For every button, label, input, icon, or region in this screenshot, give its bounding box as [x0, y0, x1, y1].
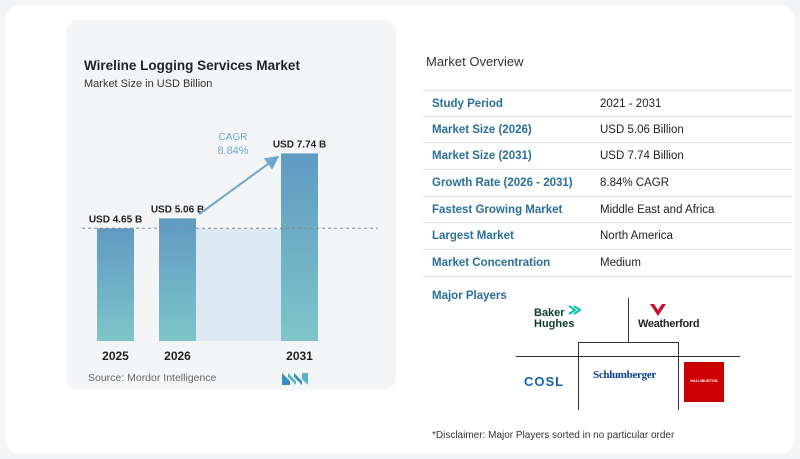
schlumberger-logo-text: Schlumberger — [593, 369, 657, 381]
bar-2031 — [281, 153, 318, 341]
overview-row: Market Size (2026) USD 5.06 Billion — [422, 117, 792, 144]
shaded-region — [196, 228, 281, 341]
mordor-intelligence-logo-icon — [282, 373, 308, 385]
page-container: USD 4.65 B USD 5.06 B USD 7.74 B 2025 2026 20… — [6, 6, 794, 453]
row-value: USD 5.06 Billion — [600, 123, 684, 136]
category-label-2026: 2026 — [164, 349, 191, 363]
row-value: Middle East and Africa — [600, 203, 715, 216]
weatherford-mark-icon — [650, 304, 666, 316]
row-label: Market Size (2026) — [432, 123, 532, 136]
overview-row: Study Period 2021 - 2031 — [422, 90, 792, 117]
baker-hughes-logo: Baker Hughes — [534, 308, 594, 330]
overview-table: Study Period 2021 - 2031 Market Size (20… — [422, 90, 792, 277]
row-value: USD 7.74 Billion — [600, 150, 684, 163]
bar-2026 — [159, 218, 196, 341]
overview-row: Growth Rate (2026 - 2031) 8.84% CAGR — [422, 170, 792, 197]
chart-card: USD 4.65 B USD 5.06 B USD 7.74 B 2025 2026 20… — [66, 20, 396, 390]
cagr-value: 8.84% — [217, 145, 248, 157]
row-label: Market Concentration — [432, 257, 551, 270]
grid-divider — [628, 298, 629, 342]
grid-divider — [578, 342, 579, 410]
cagr-label: CAGR — [219, 132, 248, 143]
source-text: Source: Mordor Intelligence — [88, 372, 217, 384]
cagr-arrow — [198, 155, 280, 216]
baker-hughes-text: Hughes — [534, 318, 575, 330]
overview-row: Fastest Growing Market Middle East and A… — [422, 197, 792, 224]
major-players-title: Major Players — [432, 290, 507, 302]
major-players-grid: Baker Hughes Weatherford COSL Schlumberg… — [516, 298, 740, 410]
baker-hughes-text: Baker — [534, 307, 565, 319]
grid-divider — [578, 342, 678, 343]
value-label-2031: USD 7.74 B — [273, 139, 326, 150]
halliburton-logo-text: HALLIBURTON — [690, 379, 718, 383]
row-label: Market Size (2031) — [432, 150, 532, 163]
halliburton-logo: HALLIBURTON — [684, 362, 724, 402]
overview-row: Largest Market North America — [422, 223, 792, 251]
grid-divider — [516, 356, 740, 357]
row-label: Fastest Growing Market — [432, 203, 563, 216]
cosl-logo-text: COSL — [524, 374, 565, 389]
value-label-2026: USD 5.06 B — [151, 204, 204, 215]
overview-row: Market Size (2031) USD 7.74 Billion — [422, 143, 792, 171]
weatherford-logo-text: Weatherford — [638, 318, 700, 330]
chart-title: Wireline Logging Services Market — [84, 58, 300, 73]
row-value: 8.84% CAGR — [600, 177, 670, 190]
bar-2025 — [97, 228, 134, 341]
category-label-2025: 2025 — [102, 349, 129, 363]
value-label-2025: USD 4.65 B — [89, 214, 142, 225]
row-value: North America — [600, 230, 673, 243]
row-value: Medium — [600, 257, 641, 270]
category-label-2031: 2031 — [286, 349, 313, 363]
row-label: Largest Market — [432, 230, 514, 243]
row-label: Growth Rate (2026 - 2031) — [432, 177, 573, 190]
overview-title: Market Overview — [426, 54, 524, 69]
grid-divider — [678, 342, 679, 410]
overview-row: Market Concentration Medium — [422, 250, 792, 277]
row-value: 2021 - 2031 — [600, 98, 662, 110]
disclaimer-text: *Disclaimer: Major Players sorted in no … — [432, 430, 675, 441]
row-label: Study Period — [432, 98, 503, 110]
chart-subtitle: Market Size in USD Billion — [84, 78, 213, 90]
bar-chart: USD 4.65 B USD 5.06 B USD 7.74 B 2025 2026 20… — [82, 132, 378, 363]
baker-hughes-mark-icon — [568, 305, 582, 315]
